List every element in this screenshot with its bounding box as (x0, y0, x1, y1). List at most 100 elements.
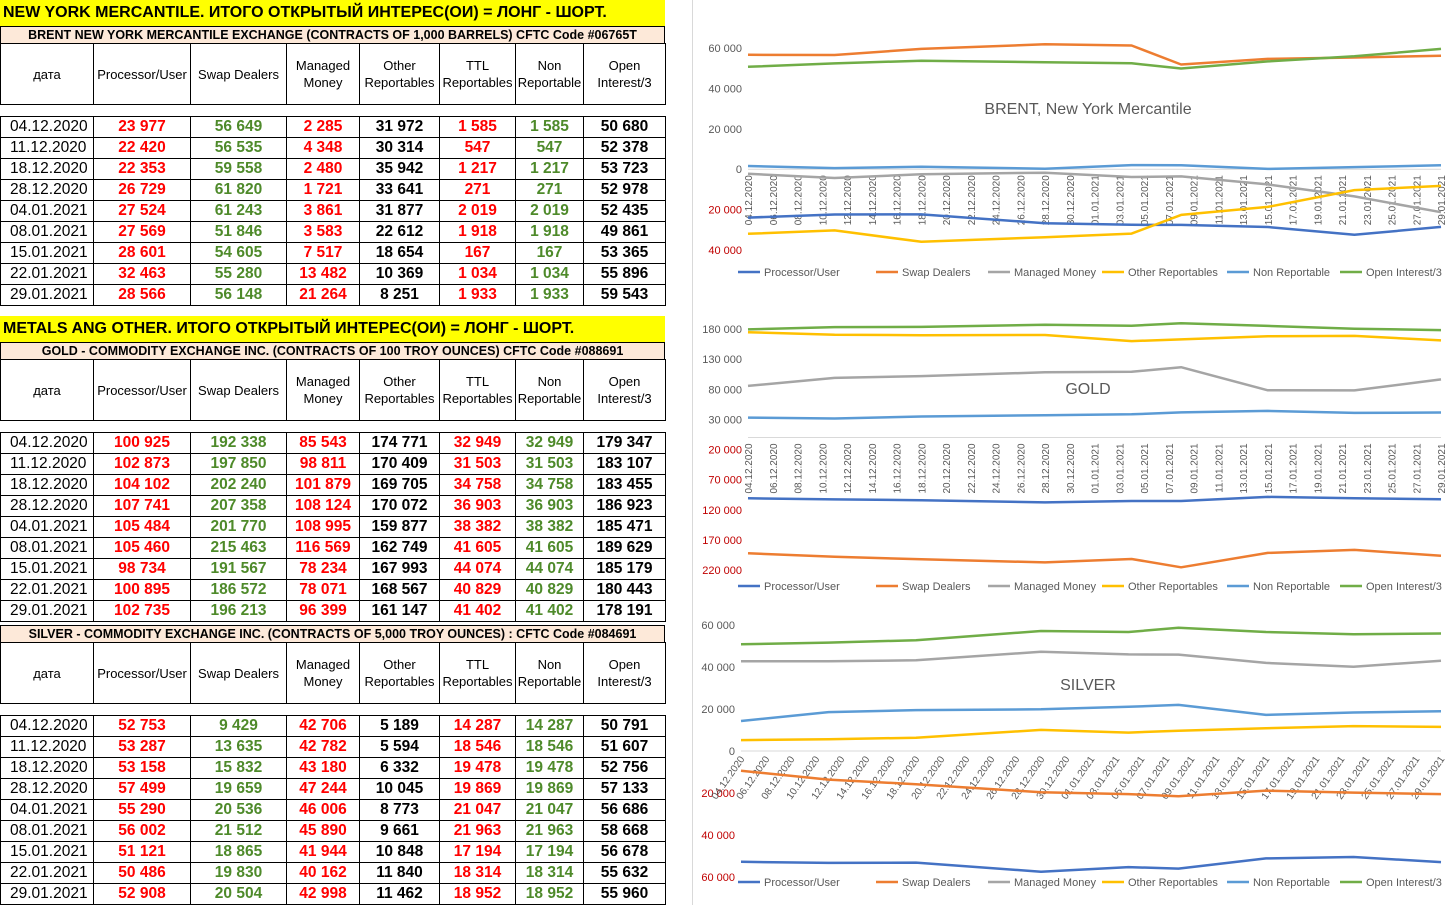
silver-cell-open-interest: 58 668 (583, 820, 666, 842)
silver-cell-open-interest: 56 686 (583, 799, 666, 821)
brent-cell-other-reportables: 35 942 (359, 158, 440, 180)
x-tick-label: 01.01.2021 (1091, 175, 1102, 225)
metals-section-header: METALS ANG OTHER. ИТОГО ОТКРЫТЫЙ ИНТЕРЕС… (0, 316, 665, 342)
brent-cell-ttl-reportables: 1 585 (439, 116, 516, 138)
series-line-swap-dealers (747, 43, 1442, 66)
brent-table-row: 04.01.2021 27 524 61 243 3 861 31 877 2 019 2 … (0, 200, 666, 222)
x-tick-label: 30.12.2020 (1066, 175, 1077, 225)
x-tick-label: 08.12.2020 (794, 175, 805, 225)
silver-cell-non-reportable: 19 478 (515, 757, 584, 779)
x-tick-label: 06.12.2020 (769, 175, 780, 225)
brent-cell-other-reportables: 31 877 (359, 200, 440, 222)
silver-col-processor-user: Processor/User (93, 642, 191, 704)
gold-table-row: 04.12.2020 100 925 192 338 85 543 174 771 32 … (0, 432, 666, 454)
gold-cell-ttl-reportables: 31 503 (439, 453, 516, 475)
gold-cell-processor-user: 102 735 (93, 600, 191, 622)
legend-label: Swap Dealers (902, 267, 971, 279)
gold-cell-other-reportables: 162 749 (359, 537, 440, 559)
silver-cell-other-reportables: 5 594 (359, 736, 440, 758)
x-tick-label: 28.12.2020 (1041, 443, 1052, 493)
gold-cell-swap-dealers: 207 358 (190, 495, 287, 517)
brent-cell-swap-dealers: 55 280 (190, 263, 287, 285)
x-tick-label: 16.12.2020 (893, 443, 904, 493)
x-tick-label: 05.01.2021 (1140, 175, 1151, 225)
series-line-processor-user (740, 855, 1442, 873)
brent-col-managed-money: Managed Money (286, 43, 360, 105)
brent-cell-non-reportable: 1 585 (515, 116, 584, 138)
silver-cell-processor-user: 56 002 (93, 820, 191, 842)
legend-label: Open Interest/3 (1366, 877, 1442, 889)
x-tick-label: 18.12.2020 (917, 443, 928, 493)
brent-section-header: NEW YORK MERCANTILE. ИТОГО ОТКРЫТЫЙ ИНТЕ… (0, 0, 665, 26)
gold-cell-ttl-reportables: 38 382 (439, 516, 516, 538)
gold-cell-managed-money: 85 543 (286, 432, 360, 454)
legend-label: Swap Dealers (902, 877, 971, 889)
brent-cell-date: 08.01.2021 (0, 221, 94, 243)
gold-cell-open-interest: 183 107 (583, 453, 666, 475)
silver-cell-managed-money: 47 244 (286, 778, 360, 800)
brent-cell-swap-dealers: 51 846 (190, 221, 287, 243)
silver-cell-other-reportables: 10 848 (359, 841, 440, 863)
brent-table-title: BRENT NEW YORK MERCANTILE EXCHANGE (CONT… (0, 26, 665, 44)
brent-cell-date: 28.12.2020 (0, 179, 94, 201)
series-line-other-reportables (740, 724, 1442, 742)
brent-col-date: дата (0, 43, 94, 105)
brent-cell-open-interest: 53 723 (583, 158, 666, 180)
silver-cell-other-reportables: 8 773 (359, 799, 440, 821)
silver-cell-swap-dealers: 21 512 (190, 820, 287, 842)
legend-label: Other Reportables (1128, 877, 1218, 889)
gold-cell-swap-dealers: 201 770 (190, 516, 287, 538)
gold-cell-ttl-reportables: 41 402 (439, 600, 516, 622)
gold-col-ttl-reportables: TTL Reportables (439, 359, 516, 421)
gold-col-swap-dealers: Swap Dealers (190, 359, 287, 421)
gold-cell-ttl-reportables: 36 903 (439, 495, 516, 517)
brent-col-swap-dealers: Swap Dealers (190, 43, 287, 105)
gold-cell-date: 04.12.2020 (0, 432, 94, 454)
gold-table-row: 04.01.2021 105 484 201 770 108 995 159 877 38… (0, 516, 666, 538)
x-tick-label: 18.12.2020 (917, 175, 928, 225)
x-tick-label: 11.01.2021 (1214, 175, 1225, 225)
silver-cell-other-reportables: 6 332 (359, 757, 440, 779)
silver-table-row: 22.01.2021 50 486 19 830 40 162 11 840 18 314… (0, 862, 666, 884)
x-tick-label: 03.01.2021 (1115, 175, 1126, 225)
x-tick-label: 26.12.2020 (1016, 175, 1027, 225)
brent-col-open-interest: Open Interest/3 (583, 43, 666, 105)
silver-cell-processor-user: 57 499 (93, 778, 191, 800)
silver-cell-processor-user: 55 290 (93, 799, 191, 821)
silver-cell-swap-dealers: 19 830 (190, 862, 287, 884)
series-line-swap-dealers (740, 769, 1442, 798)
x-tick-label: 19.01.2021 (1313, 443, 1324, 493)
gold-cell-swap-dealers: 191 567 (190, 558, 287, 580)
brent-cell-swap-dealers: 59 558 (190, 158, 287, 180)
gold-cell-other-reportables: 161 147 (359, 600, 440, 622)
series-line-open-interest- (740, 626, 1442, 646)
gold-cell-managed-money: 116 569 (286, 537, 360, 559)
brent-cell-other-reportables: 30 314 (359, 137, 440, 159)
gold-cell-non-reportable: 34 758 (515, 474, 584, 496)
silver-cell-date: 22.01.2021 (0, 862, 94, 884)
gold-cell-managed-money: 108 124 (286, 495, 360, 517)
y-tick-label: 180 000 (702, 324, 742, 336)
y-tick-label: 40 000 (701, 662, 735, 674)
y-tick-label: 120 000 (702, 505, 742, 517)
silver-cell-open-interest: 50 791 (583, 715, 666, 737)
y-tick-label: 20 000 (708, 205, 742, 217)
silver-table-row: 28.12.2020 57 499 19 659 47 244 10 045 19 869… (0, 778, 666, 800)
brent-cell-open-interest: 52 378 (583, 137, 666, 159)
brent-cell-managed-money: 2 285 (286, 116, 360, 138)
brent-cell-non-reportable: 1 034 (515, 263, 584, 285)
brent-cell-other-reportables: 18 654 (359, 242, 440, 264)
silver-cell-other-reportables: 9 661 (359, 820, 440, 842)
silver-col-managed-money: Managed Money (286, 642, 360, 704)
silver-cell-managed-money: 43 180 (286, 757, 360, 779)
series-line-non-reportable (747, 409, 1442, 420)
x-tick-label: 03.01.2021 (1115, 443, 1126, 493)
legend-label: Managed Money (1014, 877, 1096, 889)
brent-table-row: 29.01.2021 28 566 56 148 21 264 8 251 1 933 1 … (0, 284, 666, 306)
gold-cell-date: 04.01.2021 (0, 516, 94, 538)
brent-cell-open-interest: 52 978 (583, 179, 666, 201)
silver-cell-ttl-reportables: 14 287 (439, 715, 516, 737)
gold-col-processor-user: Processor/User (93, 359, 191, 421)
silver-cell-processor-user: 52 908 (93, 883, 191, 905)
gold-cell-non-reportable: 41 402 (515, 600, 584, 622)
